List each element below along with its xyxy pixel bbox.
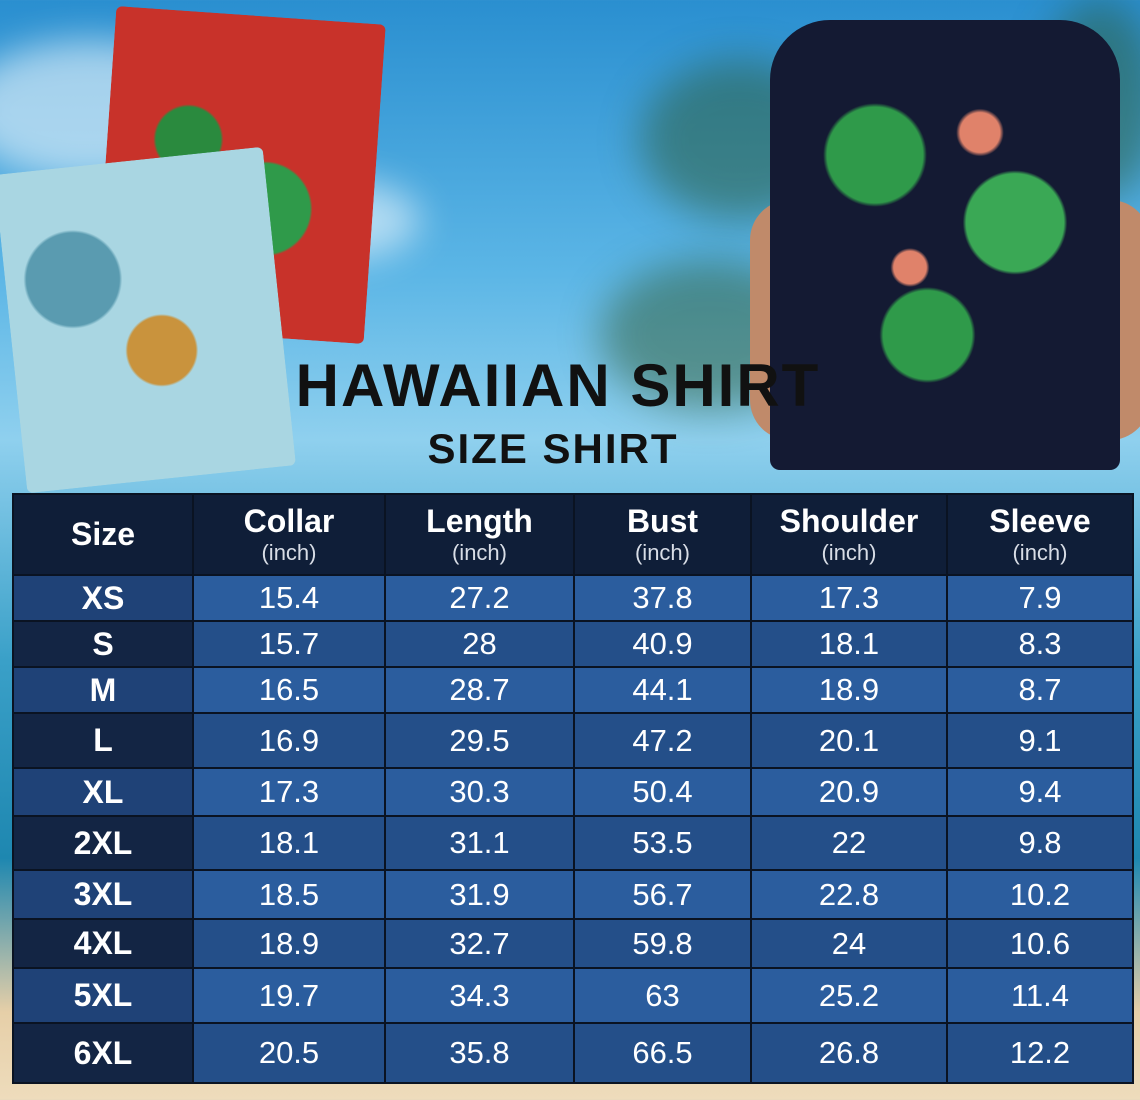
measurement-cell: 66.5: [575, 1024, 752, 1082]
size-chart-table: Size Collar (inch) Length (inch) Bust (inch…: [12, 493, 1134, 1084]
measurement-cell: 24: [752, 920, 948, 969]
measurement-cell: 7.9: [948, 576, 1132, 622]
measurement-cell: 12.2: [948, 1024, 1132, 1082]
measurement-cell: 28: [386, 622, 575, 668]
measurement-cell: 50.4: [575, 769, 752, 817]
measurement-cell: 15.4: [194, 576, 386, 622]
header-label: Sleeve: [989, 503, 1091, 539]
header-unit: (inch): [1012, 540, 1068, 565]
blue-folded-shirt-image: [0, 146, 296, 494]
size-cell: 2XL: [14, 817, 194, 871]
measurement-cell: 32.7: [386, 920, 575, 969]
table-row: 5XL 19.7 34.3 63 25.2 11.4: [14, 969, 1132, 1024]
size-cell: S: [14, 622, 194, 668]
measurement-cell: 8.3: [948, 622, 1132, 668]
measurement-cell: 9.1: [948, 714, 1132, 769]
measurement-cell: 20.5: [194, 1024, 386, 1082]
size-cell: M: [14, 668, 194, 714]
measurement-cell: 18.5: [194, 871, 386, 920]
measurement-cell: 18.9: [194, 920, 386, 969]
measurement-cell: 53.5: [575, 817, 752, 871]
table-header-row: Size Collar (inch) Length (inch) Bust (inch…: [14, 495, 1132, 576]
measurement-cell: 16.9: [194, 714, 386, 769]
header-size: Size: [14, 495, 194, 576]
measurement-cell: 27.2: [386, 576, 575, 622]
measurement-cell: 10.6: [948, 920, 1132, 969]
measurement-cell: 26.8: [752, 1024, 948, 1082]
size-cell: 5XL: [14, 969, 194, 1024]
measurement-cell: 63: [575, 969, 752, 1024]
size-cell: 3XL: [14, 871, 194, 920]
size-cell: XS: [14, 576, 194, 622]
table-row: XS 15.4 27.2 37.8 17.3 7.9: [14, 576, 1132, 622]
measurement-cell: 22: [752, 817, 948, 871]
header-unit: (inch): [261, 540, 317, 565]
measurement-cell: 22.8: [752, 871, 948, 920]
measurement-cell: 37.8: [575, 576, 752, 622]
table-row: M 16.5 28.7 44.1 18.9 8.7: [14, 668, 1132, 714]
header-label: Size: [70, 516, 136, 552]
measurement-cell: 18.1: [194, 817, 386, 871]
header-label: Length: [426, 503, 533, 539]
header-sleeve: Sleeve (inch): [948, 495, 1132, 576]
measurement-cell: 20.9: [752, 769, 948, 817]
measurement-cell: 10.2: [948, 871, 1132, 920]
measurement-cell: 17.3: [194, 769, 386, 817]
size-cell: L: [14, 714, 194, 769]
header-length: Length (inch): [386, 495, 575, 576]
model-flamingo-shirt-image: [770, 20, 1120, 470]
measurement-cell: 59.8: [575, 920, 752, 969]
measurement-cell: 34.3: [386, 969, 575, 1024]
table-row: XL 17.3 30.3 50.4 20.9 9.4: [14, 769, 1132, 817]
table-row: L 16.9 29.5 47.2 20.1 9.1: [14, 714, 1132, 769]
header-unit: (inch): [821, 540, 877, 565]
measurement-cell: 28.7: [386, 668, 575, 714]
measurement-cell: 29.5: [386, 714, 575, 769]
page-subtitle: SIZE SHIRT: [427, 425, 679, 472]
header-label: Bust: [626, 503, 699, 539]
measurement-cell: 20.1: [752, 714, 948, 769]
header-shoulder: Shoulder (inch): [752, 495, 948, 576]
header-label: Shoulder: [779, 503, 919, 539]
measurement-cell: 31.9: [386, 871, 575, 920]
measurement-cell: 35.8: [386, 1024, 575, 1082]
size-cell: 6XL: [14, 1024, 194, 1082]
header-unit: (inch): [451, 540, 507, 565]
measurement-cell: 15.7: [194, 622, 386, 668]
measurement-cell: 8.7: [948, 668, 1132, 714]
measurement-cell: 31.1: [386, 817, 575, 871]
header-unit: (inch): [634, 540, 690, 565]
header-collar: Collar (inch): [194, 495, 386, 576]
header-label: Collar: [243, 503, 335, 539]
measurement-cell: 11.4: [948, 969, 1132, 1024]
measurement-cell: 9.8: [948, 817, 1132, 871]
measurement-cell: 19.7: [194, 969, 386, 1024]
measurement-cell: 30.3: [386, 769, 575, 817]
measurement-cell: 18.9: [752, 668, 948, 714]
page-title: HAWAIIAN SHIRT: [295, 352, 821, 419]
table-row: 2XL 18.1 31.1 53.5 22 9.8: [14, 817, 1132, 871]
measurement-cell: 47.2: [575, 714, 752, 769]
table-row: 3XL 18.5 31.9 56.7 22.8 10.2: [14, 871, 1132, 920]
measurement-cell: 25.2: [752, 969, 948, 1024]
table-row: 4XL 18.9 32.7 59.8 24 10.6: [14, 920, 1132, 969]
size-cell: XL: [14, 769, 194, 817]
measurement-cell: 17.3: [752, 576, 948, 622]
measurement-cell: 44.1: [575, 668, 752, 714]
size-cell: 4XL: [14, 920, 194, 969]
measurement-cell: 40.9: [575, 622, 752, 668]
measurement-cell: 56.7: [575, 871, 752, 920]
measurement-cell: 9.4: [948, 769, 1132, 817]
measurement-cell: 16.5: [194, 668, 386, 714]
measurement-cell: 18.1: [752, 622, 948, 668]
header-bust: Bust (inch): [575, 495, 752, 576]
table-row: 6XL 20.5 35.8 66.5 26.8 12.2: [14, 1024, 1132, 1082]
table-row: S 15.7 28 40.9 18.1 8.3: [14, 622, 1132, 668]
